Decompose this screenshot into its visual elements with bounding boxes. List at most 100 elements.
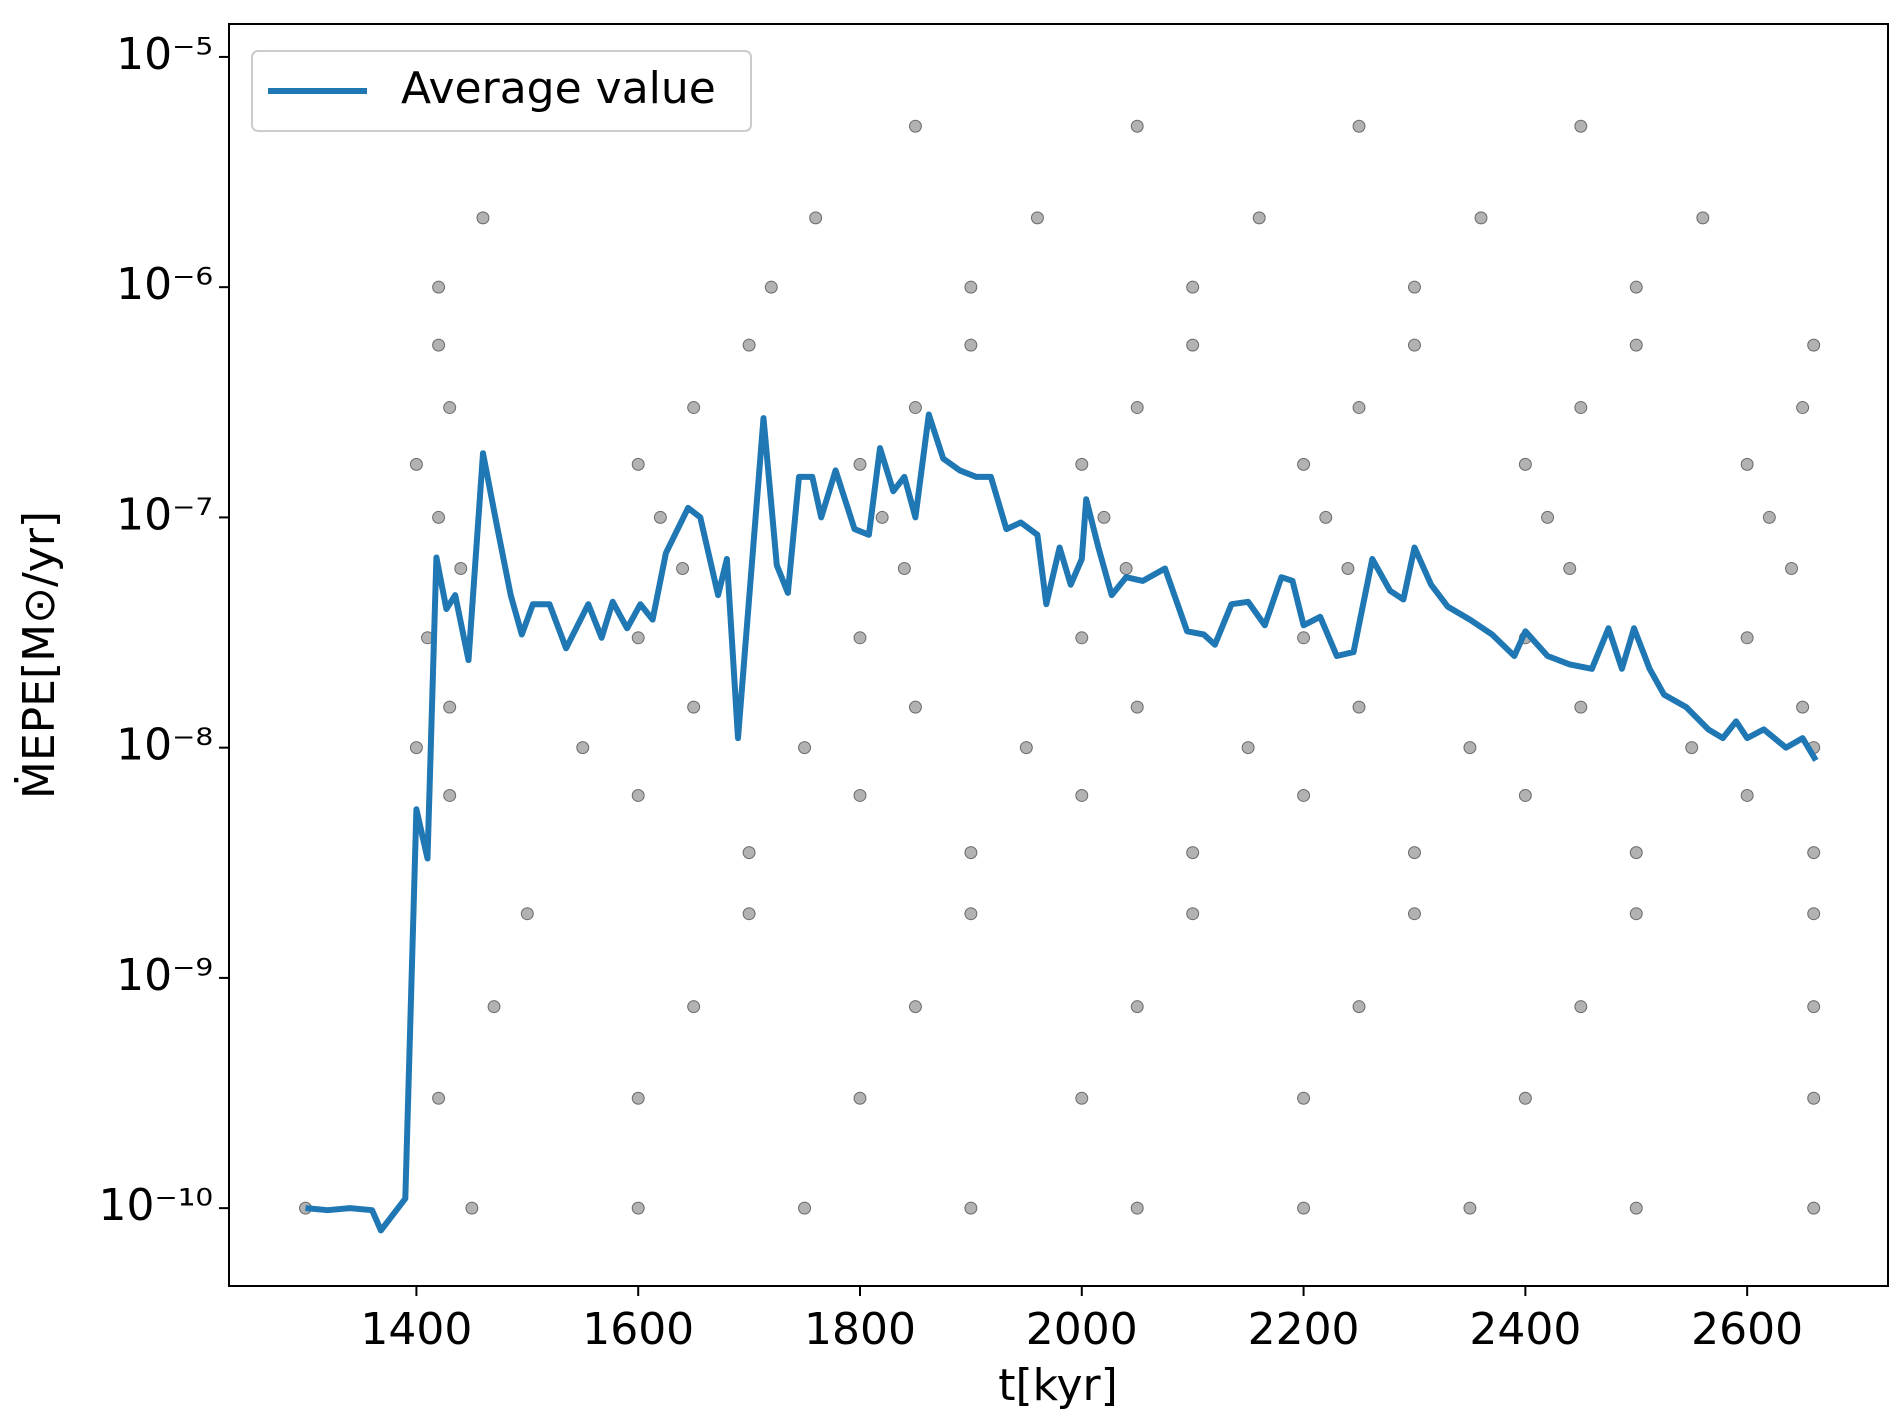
scatter-point xyxy=(1518,457,1532,471)
scatter-point xyxy=(853,457,867,471)
scatter-point xyxy=(908,1000,922,1014)
scatter-point xyxy=(1740,631,1754,645)
scatter-point xyxy=(576,741,590,755)
scatter-point xyxy=(1075,1091,1089,1105)
scatter-point xyxy=(908,700,922,714)
scatter-point xyxy=(1352,119,1366,133)
scatter-point xyxy=(908,401,922,415)
scatter-point xyxy=(687,1000,701,1014)
scatter-point xyxy=(1130,1201,1144,1215)
y-tick-label: 10⁻¹⁰ xyxy=(99,1180,214,1231)
scatter-point xyxy=(964,846,978,860)
scatter-point xyxy=(1629,280,1643,294)
scatter-point xyxy=(1796,401,1810,415)
scatter-point xyxy=(798,1201,812,1215)
scatter-point xyxy=(653,510,667,524)
scatter-point xyxy=(1075,457,1089,471)
x-tick-label: 2200 xyxy=(1248,1304,1360,1355)
scatter-point xyxy=(1629,907,1643,921)
scatter-point xyxy=(454,561,468,575)
y-tick-label: 10⁻⁵ xyxy=(116,29,213,80)
scatter-point xyxy=(1119,561,1133,575)
legend-label: Average value xyxy=(401,63,716,114)
scatter-point xyxy=(1252,211,1266,225)
scatter-point xyxy=(1352,1000,1366,1014)
scatter-point xyxy=(1696,211,1710,225)
scatter-point xyxy=(631,1201,645,1215)
scatter-point xyxy=(1130,1000,1144,1014)
scatter-point xyxy=(631,631,645,645)
scatter-point xyxy=(1407,846,1421,860)
scatter-point xyxy=(1352,700,1366,714)
scatter-point xyxy=(631,457,645,471)
scatter-point xyxy=(1807,846,1821,860)
scatter-point xyxy=(1186,907,1200,921)
x-tick-label: 2000 xyxy=(1026,1304,1138,1355)
scatter-point xyxy=(1740,457,1754,471)
x-tick-label: 1800 xyxy=(804,1304,916,1355)
scatter-point xyxy=(1241,741,1255,755)
scatter-point xyxy=(1319,510,1333,524)
legend-box xyxy=(251,50,752,132)
y-tick-label: 10⁻⁹ xyxy=(116,950,213,1001)
x-tick-label: 2600 xyxy=(1691,1304,1803,1355)
y-tick-label: 10⁻⁸ xyxy=(116,720,213,771)
scatter-point xyxy=(1785,561,1799,575)
scatter-point xyxy=(1463,741,1477,755)
y-tick-label: 10⁻⁶ xyxy=(116,259,213,310)
scatter-point xyxy=(1629,338,1643,352)
scatter-point xyxy=(1807,1000,1821,1014)
scatter-point xyxy=(1130,119,1144,133)
y-axis-label: ṀEPE[M⊙/yr] xyxy=(13,511,65,799)
scatter-point xyxy=(875,510,889,524)
scatter-point xyxy=(1186,280,1200,294)
scatter-point xyxy=(1019,741,1033,755)
x-tick-label: 1600 xyxy=(582,1304,694,1355)
scatter-point xyxy=(1807,1201,1821,1215)
scatter-point xyxy=(1297,631,1311,645)
scatter-point xyxy=(1574,401,1588,415)
plot-frame xyxy=(228,23,1889,1287)
scatter-point xyxy=(897,561,911,575)
scatter-point xyxy=(1629,846,1643,860)
scatter-point xyxy=(1407,338,1421,352)
scatter-point xyxy=(432,280,446,294)
scatter-point xyxy=(1297,1091,1311,1105)
x-tick-label: 2400 xyxy=(1469,1304,1581,1355)
scatter-point xyxy=(853,788,867,802)
scatter-point xyxy=(964,280,978,294)
scatter-point xyxy=(1075,631,1089,645)
scatter-point xyxy=(764,280,778,294)
scatter-point xyxy=(1407,907,1421,921)
scatter-point xyxy=(443,401,457,415)
y-tick-label: 10⁻⁷ xyxy=(116,489,213,540)
x-axis-label: t[kyr] xyxy=(998,1360,1118,1411)
scatter-point xyxy=(1130,401,1144,415)
scatter-point xyxy=(687,401,701,415)
scatter-point xyxy=(1518,1091,1532,1105)
scatter-point xyxy=(1186,846,1200,860)
scatter-point xyxy=(742,846,756,860)
scatter-point xyxy=(1740,788,1754,802)
scatter-point xyxy=(1463,1201,1477,1215)
scatter-point xyxy=(798,741,812,755)
plot-area xyxy=(299,119,1821,1234)
scatter-point xyxy=(520,907,534,921)
scatter-point xyxy=(432,338,446,352)
scatter-point xyxy=(1075,788,1089,802)
scatter-point xyxy=(1341,561,1355,575)
scatter-point xyxy=(1352,401,1366,415)
scatter-point xyxy=(1097,510,1111,524)
scatter-point xyxy=(742,338,756,352)
scatter-point xyxy=(964,1201,978,1215)
scatter-point xyxy=(1762,510,1776,524)
scatter-point xyxy=(1807,1091,1821,1105)
scatter-point xyxy=(1186,338,1200,352)
scatter-point xyxy=(1474,211,1488,225)
scatter-point xyxy=(1297,1201,1311,1215)
scatter-point xyxy=(1574,119,1588,133)
scatter-point xyxy=(908,119,922,133)
scatter-point xyxy=(1297,788,1311,802)
scatter-point xyxy=(1685,741,1699,755)
